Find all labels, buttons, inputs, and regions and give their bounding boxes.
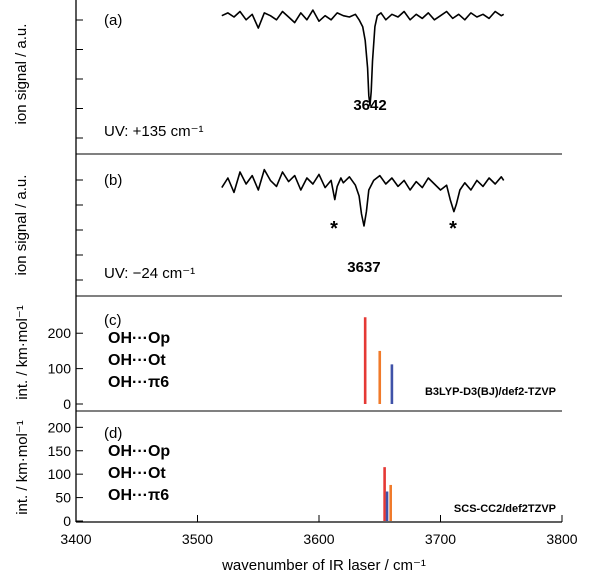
- panel-c: (c) int. / km·mol⁻¹ 0 100 200 OH···Op OH···Ot O…: [14, 305, 556, 412]
- x-tick-label: 3500: [182, 531, 213, 547]
- panel-label: (d): [104, 425, 122, 442]
- x-axis-label: wavenumber of IR laser / cm⁻¹: [221, 557, 426, 574]
- asterisk-marker: *: [449, 218, 457, 240]
- panel-label: (b): [104, 172, 122, 189]
- y-tick-label: 100: [48, 361, 72, 377]
- x-tick-label: 3400: [60, 531, 91, 547]
- panel-label: (a): [104, 12, 122, 29]
- uv-annotation: UV: +135 cm⁻¹: [104, 123, 203, 140]
- uv-annotation: UV: −24 cm⁻¹: [104, 265, 195, 282]
- y-tick-label: 100: [48, 466, 72, 482]
- y-axis-label: ion signal / a.u.: [13, 175, 30, 276]
- spectrum-trace: [221, 9, 505, 107]
- method-label: SCS-CC2/def2TZVP: [454, 503, 556, 515]
- y-axis-label: int. / km·mol⁻¹: [14, 420, 31, 515]
- panel-a: (a) ion signal / a.u. 3642 UV: +135 cm⁻¹: [13, 9, 505, 140]
- y-tick-label: 200: [48, 325, 72, 341]
- legend-entry: OH···Ot: [108, 352, 166, 369]
- y-axis-label: ion signal / a.u.: [13, 24, 30, 125]
- y-axis-label: int. / km·mol⁻¹: [14, 305, 31, 400]
- x-tick-label: 3700: [425, 531, 456, 547]
- asterisk-marker: *: [330, 218, 338, 240]
- peak-label: 3637: [347, 259, 380, 276]
- legend-entry: OH···Ot: [108, 465, 166, 482]
- x-tick-label: 3800: [546, 531, 577, 547]
- x-tick-label: 3600: [303, 531, 334, 547]
- legend-entry: OH···Op: [108, 443, 170, 460]
- y-tick-label: 200: [48, 419, 72, 435]
- panel-b: (b) ion signal / a.u. 3637 UV: −24 cm⁻¹ * *: [13, 168, 505, 282]
- panel-label: (c): [104, 312, 122, 329]
- legend-entry: OH···Op: [108, 330, 170, 347]
- method-label: B3LYP-D3(BJ)/def2-TZVP: [425, 386, 556, 398]
- legend-entry: OH···π6: [108, 487, 169, 504]
- y-tick-label: 0: [63, 513, 71, 529]
- y-tick-label: 150: [48, 443, 72, 459]
- legend-entry: OH···π6: [108, 374, 169, 391]
- spectrum-trace: [221, 168, 505, 227]
- panel-d: (d) int. / km·mol⁻¹ 0 50 100 150 200 OH···Op OH·…: [14, 419, 556, 529]
- peak-label: 3642: [353, 97, 386, 114]
- y-tick-label: 0: [63, 396, 71, 412]
- y-tick-label: 50: [55, 490, 71, 506]
